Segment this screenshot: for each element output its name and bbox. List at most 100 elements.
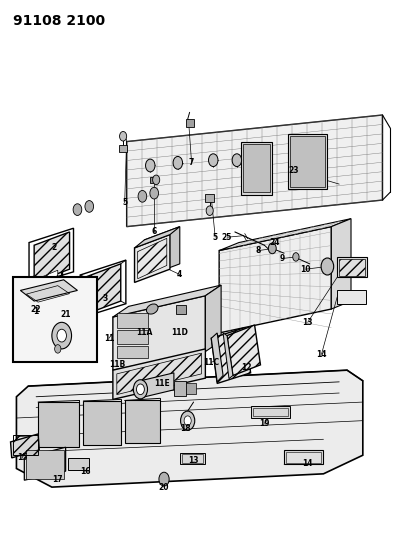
Text: 9: 9 bbox=[280, 254, 285, 263]
Bar bbox=[38, 402, 79, 447]
Circle shape bbox=[321, 258, 334, 275]
Text: 11B: 11B bbox=[109, 360, 125, 369]
Text: 5: 5 bbox=[122, 198, 127, 207]
Bar bbox=[119, 145, 128, 152]
Polygon shape bbox=[223, 333, 233, 378]
Text: 7: 7 bbox=[189, 158, 194, 167]
Bar bbox=[125, 400, 160, 443]
Polygon shape bbox=[113, 296, 205, 370]
Polygon shape bbox=[219, 227, 331, 333]
Bar bbox=[205, 194, 214, 201]
Bar bbox=[186, 119, 194, 127]
Circle shape bbox=[184, 416, 191, 425]
Bar bbox=[117, 313, 148, 328]
Text: 11A: 11A bbox=[136, 328, 152, 337]
Polygon shape bbox=[211, 333, 223, 382]
Polygon shape bbox=[17, 266, 62, 322]
Polygon shape bbox=[24, 447, 66, 480]
Polygon shape bbox=[34, 232, 70, 282]
Text: 25: 25 bbox=[222, 233, 232, 242]
Bar bbox=[284, 450, 324, 464]
Circle shape bbox=[134, 379, 147, 399]
Bar bbox=[13, 277, 97, 362]
Circle shape bbox=[73, 204, 82, 215]
Circle shape bbox=[138, 190, 147, 202]
Text: 3: 3 bbox=[102, 294, 107, 303]
Text: 24: 24 bbox=[269, 238, 280, 247]
Bar bbox=[180, 453, 205, 464]
Bar bbox=[182, 454, 203, 463]
Bar bbox=[251, 406, 290, 418]
Ellipse shape bbox=[147, 304, 158, 314]
Bar bbox=[290, 136, 325, 187]
Bar bbox=[117, 346, 148, 358]
Circle shape bbox=[57, 329, 66, 342]
Circle shape bbox=[55, 345, 61, 353]
Bar bbox=[286, 452, 322, 463]
Text: 12: 12 bbox=[241, 363, 252, 372]
Circle shape bbox=[293, 253, 299, 261]
Bar bbox=[150, 176, 157, 183]
Text: 11E: 11E bbox=[154, 379, 170, 388]
Polygon shape bbox=[135, 235, 170, 282]
Bar bbox=[241, 142, 272, 195]
Text: 16: 16 bbox=[80, 467, 90, 475]
Text: 6: 6 bbox=[152, 228, 157, 237]
Polygon shape bbox=[17, 370, 363, 487]
Text: 19: 19 bbox=[259, 419, 270, 428]
Polygon shape bbox=[144, 227, 180, 277]
Text: 91108 2100: 91108 2100 bbox=[13, 14, 105, 28]
Bar bbox=[68, 458, 89, 470]
Text: 20: 20 bbox=[159, 482, 169, 491]
Polygon shape bbox=[135, 227, 180, 248]
Text: 17: 17 bbox=[53, 475, 63, 483]
Text: 14: 14 bbox=[316, 350, 327, 359]
Circle shape bbox=[232, 154, 242, 166]
Circle shape bbox=[173, 157, 182, 169]
Text: 21: 21 bbox=[60, 310, 71, 319]
Circle shape bbox=[209, 154, 218, 166]
Circle shape bbox=[159, 472, 169, 486]
Text: 13: 13 bbox=[303, 318, 313, 327]
Bar bbox=[337, 257, 367, 277]
Text: 23: 23 bbox=[289, 166, 299, 175]
Text: 15: 15 bbox=[17, 454, 28, 463]
Bar bbox=[337, 290, 365, 304]
Circle shape bbox=[85, 200, 94, 212]
Text: 22: 22 bbox=[31, 304, 41, 313]
Polygon shape bbox=[23, 270, 58, 320]
Polygon shape bbox=[205, 285, 221, 352]
Circle shape bbox=[120, 132, 127, 141]
Text: 1: 1 bbox=[34, 307, 39, 316]
Circle shape bbox=[150, 187, 158, 199]
Bar bbox=[243, 144, 270, 192]
Text: 11C: 11C bbox=[203, 358, 219, 367]
Bar bbox=[83, 401, 121, 445]
Circle shape bbox=[52, 322, 71, 349]
Circle shape bbox=[181, 411, 195, 430]
Text: 13: 13 bbox=[188, 456, 199, 465]
Circle shape bbox=[145, 159, 155, 172]
Bar bbox=[186, 383, 196, 394]
Text: 2: 2 bbox=[51, 244, 56, 253]
Polygon shape bbox=[85, 264, 121, 314]
Text: 10: 10 bbox=[301, 265, 311, 273]
Polygon shape bbox=[127, 115, 382, 227]
Bar bbox=[176, 305, 186, 314]
Text: 5: 5 bbox=[213, 233, 218, 242]
Polygon shape bbox=[141, 373, 174, 398]
Text: 8: 8 bbox=[256, 246, 261, 255]
Bar bbox=[13, 435, 38, 455]
Polygon shape bbox=[21, 280, 77, 301]
Text: 4: 4 bbox=[177, 270, 182, 279]
Polygon shape bbox=[219, 219, 351, 251]
Polygon shape bbox=[113, 349, 205, 399]
Bar bbox=[174, 381, 186, 396]
Bar bbox=[288, 134, 327, 189]
Circle shape bbox=[268, 243, 276, 254]
Bar bbox=[117, 330, 148, 344]
Text: 11: 11 bbox=[103, 334, 114, 343]
Bar bbox=[26, 450, 64, 479]
Circle shape bbox=[152, 175, 160, 184]
Circle shape bbox=[206, 206, 213, 215]
